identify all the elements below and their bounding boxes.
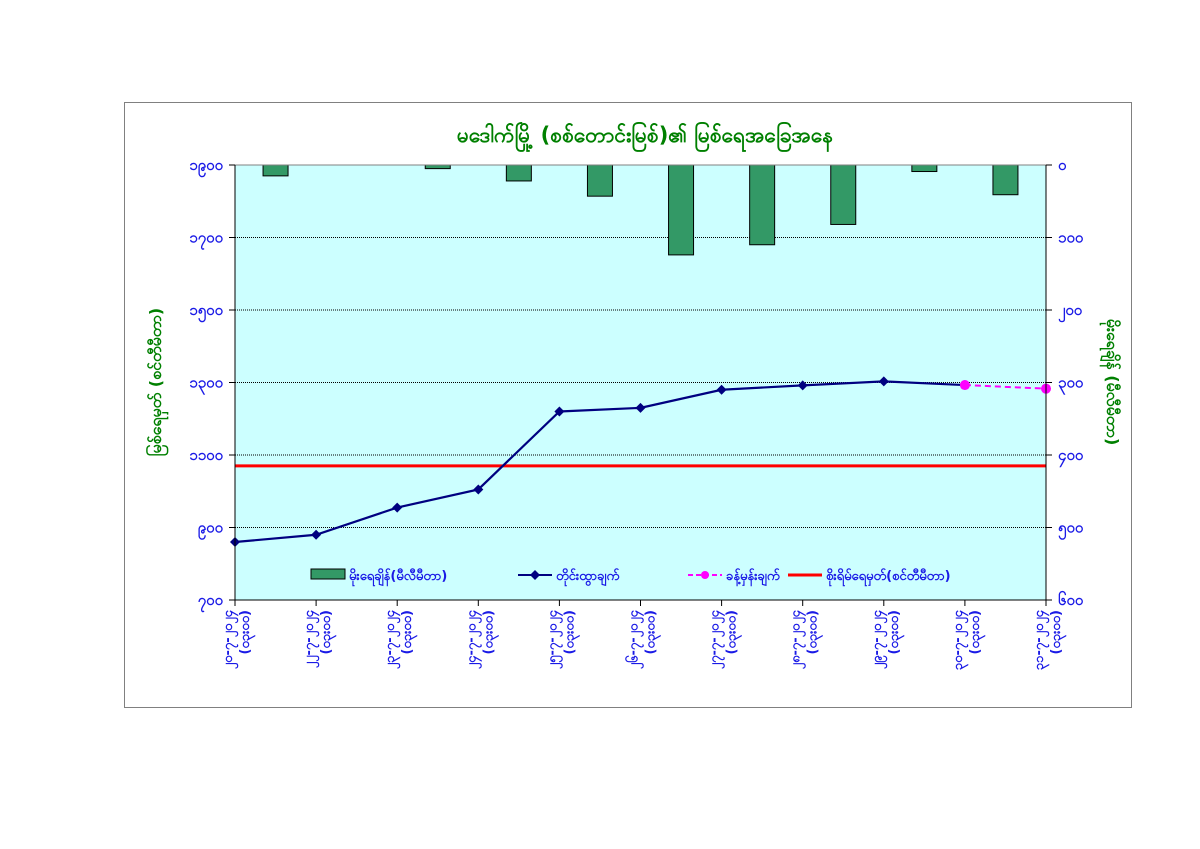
water-level-point <box>392 502 403 513</box>
y-right-tick-label: ၂၀၀ <box>1058 301 1083 323</box>
y-right-tick-label: ၀ <box>1058 156 1067 174</box>
y-left-tick-label: ၇၀၀ <box>198 591 224 613</box>
rainfall-bar <box>911 164 938 173</box>
x-tick-label-group: ၂၄-၇-၂၀၂၄ (၀၃း၀၀) <box>464 609 499 669</box>
rainfall-waterlevel-chart: မဒေါက်မြို့ (စစ်တောင်းမြစ်)၏ မြစ်ရေအခြေအ… <box>145 120 1122 670</box>
legend-marker-forecast <box>701 571 709 579</box>
x-tick-label-group: ၂၆-၇-၂၀၂၄ (၀၃း၀၀) <box>625 609 662 669</box>
x-tick-date: ၃၁-၇-၂၀၂၄ <box>1032 609 1050 670</box>
y-axis-right-label: မိုးရေချိန် (မီလီမီတာ) <box>1099 319 1122 446</box>
rainfall-bar <box>505 164 532 182</box>
y-left-tick-label: ၁၅၀၀ <box>189 301 223 323</box>
x-tick-date: ၂၃-၇-၂၀၂၄ <box>383 609 401 669</box>
rainfall-bar <box>668 164 695 256</box>
legend-marker-measured <box>530 570 540 580</box>
legend-label: မိုးရေချိန်(မီလီမီတာ) <box>349 567 447 587</box>
x-tick-time: (၀၃း၀၀) <box>887 610 905 654</box>
x-tick-date: ၂၄-၇-၂၀၂၄ <box>464 609 482 669</box>
water-level-point <box>311 529 322 540</box>
x-tick-time: (၀၃း၀၀) <box>1049 610 1067 654</box>
x-tick-date: ၃၀-၇-၂၀၂၄ <box>951 609 969 670</box>
x-tick-label-group: ၂၂-၇-၂၀၂၄ (၀၃း၀၀) <box>302 609 337 668</box>
plot-area: ၇၀၀ ၉၀၀ ၁၁၀၀ ၁၃၀၀ ၁၅၀၀ ၁၇၀၀ ၁၉၀၀ ၀၁၀၀၂၀၀၃၀၀၄၀၀၅… <box>189 156 1084 670</box>
x-tick-time: (၀၃း၀၀) <box>238 610 256 654</box>
water-level-point <box>716 384 727 395</box>
x-tick-time: (၀၃း၀၀) <box>644 610 662 654</box>
y-axis-left-label: မြစ်ရေမှတ် (စင်တီမီတာ) <box>145 308 169 456</box>
x-tick-date: ၂၈-၇-၂၀၂၄ <box>789 609 807 669</box>
x-tick-time: (၀၃း၀၀) <box>400 610 418 654</box>
x-tick-label-group: ၂၀-၇-၂၀၂၄ (၀၃း၀၀) <box>221 609 256 669</box>
y-left-tick-label: ၉၀၀ <box>198 519 224 541</box>
forecast-line <box>964 384 1047 390</box>
chart-frame: မဒေါက်မြို့ (စစ်တောင်းမြစ်)၏ မြစ်ရေအခြေအ… <box>124 102 1132 708</box>
legend-label: စိုးရိမ်ရေမှတ်(စင်တီမီတာ) <box>826 567 951 587</box>
water-level-line <box>234 380 965 544</box>
x-tick-label-group: ၃၀-၇-၂၀၂၄ (၀၃း၀၀) <box>951 609 986 670</box>
x-tick-label-group: ၂၈-၇-၂၀၂၄ (၀၃း၀၀) <box>789 609 824 669</box>
x-tick-time: (၀၃း၀၀) <box>319 610 337 654</box>
x-tick-time: (၀၃း၀၀) <box>562 610 580 654</box>
water-level-point <box>878 376 889 387</box>
water-level-point <box>554 406 565 417</box>
y-right-tick-label: ၃၀၀ <box>1058 374 1084 396</box>
forecast-point <box>959 380 970 391</box>
legend-swatch-rainfall <box>310 568 346 580</box>
rainfall-bar <box>262 164 289 177</box>
x-tick-time: (၀၃း၀၀) <box>806 610 824 654</box>
rainfall-bar <box>586 164 613 197</box>
y-left-tick-label: ၁၁၀၀ <box>189 446 223 464</box>
legend-label: ခန့်မှန်းချက် <box>726 567 780 587</box>
y-left-tick-label: ၁၃၀၀ <box>189 374 223 396</box>
y-left-tick-label: ၁၇၀၀ <box>189 229 223 251</box>
rainfall-bar <box>992 164 1019 196</box>
x-tick-time: (၀၃း၀၀) <box>968 610 986 654</box>
y-left-tick-label: ၁၉၀၀ <box>189 156 223 178</box>
x-tick-label-group: ၃၁-၇-၂၀၂၄ (၀၃း၀၀) <box>1032 609 1067 670</box>
x-tick-time: (၀၃း၀၀) <box>725 610 743 654</box>
x-tick-date: ၂၉-၇-၂၀၂၄ <box>870 609 888 669</box>
x-tick-label-group: ၂၇-၇-၂၀၂၄ (၀၃း၀၀) <box>708 609 743 669</box>
x-tick-label-group: ၂၉-၇-၂၀၂၄ (၀၃း၀၀) <box>870 609 905 669</box>
rainfall-bar <box>749 164 776 246</box>
x-tick-date: ၂၆-၇-၂၀၂၄ <box>625 609 645 669</box>
legend-label: တိုင်းထွာချက် <box>556 567 619 587</box>
x-tick-label-group: ၂၃-၇-၂၀၂၄ (၀၃း၀၀) <box>383 609 418 669</box>
y-right-tick-label: ၄၀၀ <box>1058 446 1084 468</box>
water-level-point <box>473 484 484 495</box>
x-tick-date: ၂၇-၇-၂၀၂၄ <box>708 609 726 669</box>
y-right-tick-label: ၅၀၀ <box>1058 519 1084 541</box>
x-tick-date: ၂၂-၇-၂၀၂၄ <box>302 609 320 668</box>
x-tick-time: (၀၃း၀၀) <box>481 610 499 654</box>
y-right-tick-label: ၁၀၀ <box>1058 229 1084 247</box>
y-right-tick-label: ၆၀၀ <box>1058 590 1084 609</box>
rainfall-bar <box>830 164 857 225</box>
chart-title: မဒေါက်မြို့ (စစ်တောင်းမြစ်)၏ မြစ်ရေအခြေအ… <box>457 120 833 153</box>
x-tick-date: ၂၀-၇-၂၀၂၄ <box>221 609 239 669</box>
water-level-point <box>797 380 808 391</box>
x-tick-date: ၂၅-၇-၂၀၂၄ <box>545 609 563 669</box>
water-level-point <box>635 402 646 413</box>
rainfall-bar <box>424 164 451 170</box>
x-tick-label-group: ၂၅-၇-၂၀၂၄ (၀၃း၀၀) <box>545 609 580 669</box>
legend: မိုးရေချိန်(မီလီမီတာ) တိုင်းထွာချက် ခန့်မှ… <box>310 567 951 587</box>
